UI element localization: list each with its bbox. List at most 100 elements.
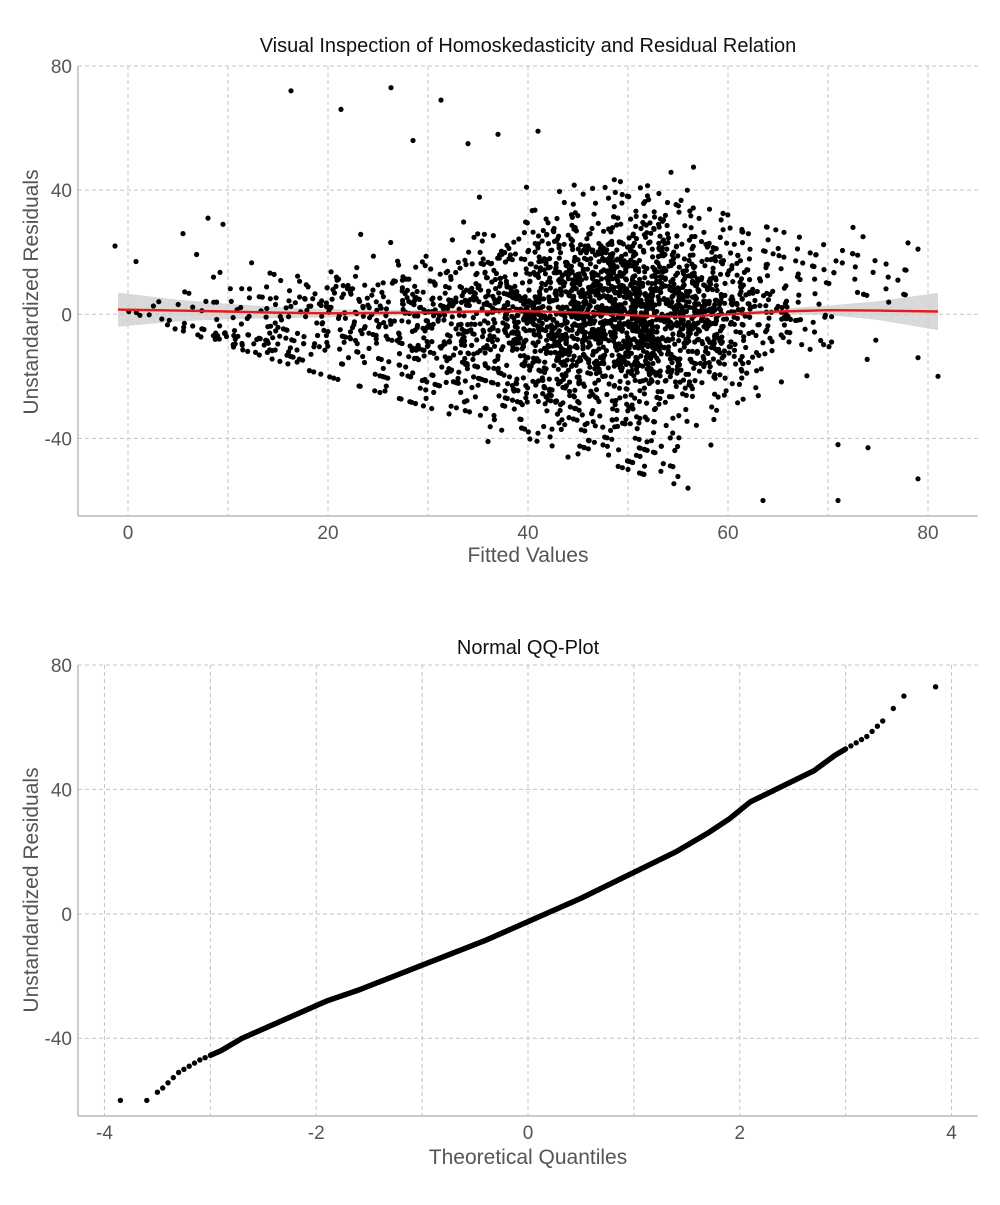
y-tick-label: 80 xyxy=(51,57,72,78)
residual-point xyxy=(590,185,596,191)
residual-point xyxy=(616,447,622,453)
residual-point xyxy=(456,369,462,375)
residual-point xyxy=(551,238,558,244)
residual-point xyxy=(706,319,712,325)
residual-point xyxy=(680,321,686,327)
residual-point xyxy=(261,342,267,348)
residual-point xyxy=(680,332,686,339)
residual-point xyxy=(251,341,257,347)
residual-point xyxy=(620,283,627,289)
residual-point xyxy=(630,243,636,249)
residual-point xyxy=(722,280,728,286)
residual-point xyxy=(704,336,711,342)
residual-point xyxy=(637,276,643,282)
residual-point xyxy=(509,330,515,336)
residual-point xyxy=(727,321,734,327)
residual-point xyxy=(156,299,162,305)
residual-point xyxy=(277,333,283,339)
residual-point xyxy=(779,304,785,311)
residual-point xyxy=(366,330,372,336)
outlier-point xyxy=(338,106,344,112)
residual-point xyxy=(492,358,498,364)
residual-points xyxy=(112,85,941,504)
residual-point xyxy=(693,422,700,428)
residual-point xyxy=(639,345,645,351)
residual-point xyxy=(412,313,418,319)
residual-point xyxy=(567,392,573,399)
residual-point xyxy=(406,354,412,360)
residual-point xyxy=(230,344,237,350)
residual-point xyxy=(536,367,542,373)
residual-point xyxy=(581,444,587,450)
residual-point xyxy=(739,240,746,246)
residual-point xyxy=(551,363,557,369)
residual-point xyxy=(591,439,598,445)
residual-point xyxy=(296,356,302,362)
residual-point xyxy=(445,268,451,274)
residual-point xyxy=(182,289,188,295)
residual-point xyxy=(320,320,326,326)
residual-point xyxy=(303,282,309,288)
residual-point xyxy=(734,272,740,278)
residual-point xyxy=(651,209,657,215)
residual-point xyxy=(533,358,539,364)
residual-point xyxy=(665,240,671,246)
residual-point xyxy=(553,265,559,272)
residual-point xyxy=(642,199,648,205)
residual-point xyxy=(591,211,597,217)
outlier-point xyxy=(915,476,921,482)
residual-point xyxy=(713,283,719,289)
residual-point xyxy=(334,277,340,283)
residual-point xyxy=(366,305,372,311)
residual-point xyxy=(621,306,627,312)
residual-point xyxy=(700,354,706,360)
residual-point xyxy=(676,209,682,215)
residual-point xyxy=(562,422,568,428)
residual-point xyxy=(673,383,679,389)
residual-point xyxy=(278,317,285,323)
residual-point xyxy=(318,371,324,377)
residual-point xyxy=(521,353,527,359)
residual-point xyxy=(591,349,597,355)
residual-point xyxy=(457,265,463,271)
residual-point xyxy=(562,320,568,327)
outlier-point xyxy=(112,243,118,249)
residual-point xyxy=(617,378,623,384)
residual-point xyxy=(245,348,251,354)
residual-point xyxy=(570,295,576,302)
residual-point xyxy=(637,388,643,394)
residual-point xyxy=(263,314,269,320)
residual-point xyxy=(532,393,539,399)
residual-point xyxy=(854,289,861,295)
residual-point xyxy=(372,371,378,377)
residual-point xyxy=(502,274,508,280)
residual-point xyxy=(264,338,270,344)
residual-point xyxy=(577,443,583,449)
residual-point xyxy=(644,439,650,445)
residual-point xyxy=(799,342,805,348)
residual-point xyxy=(502,388,508,394)
residual-point xyxy=(554,297,560,303)
residual-point xyxy=(688,225,694,231)
residual-point xyxy=(557,334,563,340)
residual-point xyxy=(864,356,870,362)
residual-point xyxy=(668,351,674,357)
residual-point xyxy=(692,339,698,345)
residual-point xyxy=(681,344,687,350)
residual-point xyxy=(642,447,648,453)
residual-point xyxy=(745,301,751,307)
residual-point xyxy=(727,344,734,350)
residual-point xyxy=(364,295,370,301)
residual-point xyxy=(796,292,802,298)
residual-point xyxy=(635,316,641,322)
residual-point xyxy=(633,251,639,257)
residual-point xyxy=(352,337,358,344)
residual-point xyxy=(605,280,612,286)
residual-point xyxy=(399,371,405,377)
residual-point xyxy=(719,339,725,345)
residual-point xyxy=(472,321,478,327)
residual-point xyxy=(383,313,389,319)
residual-point xyxy=(540,227,546,234)
residual-point xyxy=(650,345,656,351)
residual-point xyxy=(740,282,747,288)
